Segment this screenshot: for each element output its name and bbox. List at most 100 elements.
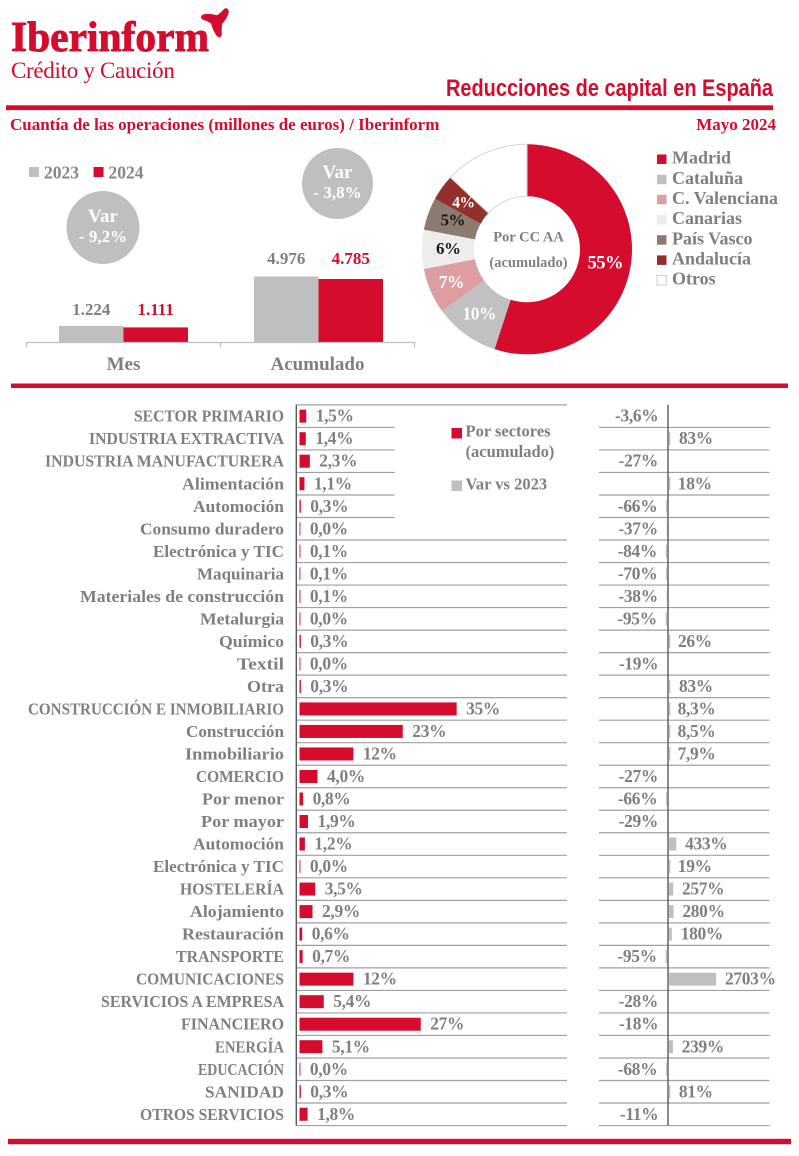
svg-text:País Vasco: País Vasco <box>672 228 753 248</box>
svg-text:Mayo 2024: Mayo 2024 <box>696 115 776 134</box>
svg-text:4%: 4% <box>452 194 474 211</box>
svg-text:Acumulado: Acumulado <box>271 354 365 375</box>
svg-text:Reducciones de capital en Espa: Reducciones de capital en España <box>446 75 773 102</box>
svg-text:Metalurgia: Metalurgia <box>200 609 284 628</box>
svg-text:2703%: 2703% <box>725 969 776 989</box>
svg-text:0,0%: 0,0% <box>310 1059 348 1079</box>
svg-text:Por mayor: Por mayor <box>201 812 284 831</box>
svg-text:18%: 18% <box>678 473 712 493</box>
svg-text:0,3%: 0,3% <box>310 631 348 651</box>
svg-text:ENERGÍA: ENERGÍA <box>215 1037 284 1056</box>
svg-text:-68%: -68% <box>618 1059 657 1079</box>
svg-text:-11%: -11% <box>620 1104 658 1124</box>
svg-text:-66%: -66% <box>618 496 657 516</box>
svg-text:Consumo duradero: Consumo duradero <box>140 519 284 538</box>
svg-text:0,0%: 0,0% <box>310 518 348 538</box>
svg-text:8,3%: 8,3% <box>678 699 716 719</box>
svg-text:Iberinform: Iberinform <box>11 14 209 61</box>
svg-text:2,3%: 2,3% <box>319 451 357 471</box>
svg-text:-27%: -27% <box>619 451 658 471</box>
svg-text:12%: 12% <box>363 744 397 764</box>
svg-text:(acumulado): (acumulado) <box>489 255 567 271</box>
svg-text:0,7%: 0,7% <box>312 946 350 966</box>
svg-text:4.785: 4.785 <box>332 249 370 268</box>
svg-text:Automoción: Automoción <box>193 497 284 516</box>
svg-text:Alimentación: Alimentación <box>182 474 284 493</box>
svg-text:4.976: 4.976 <box>267 249 305 268</box>
svg-text:Cataluña: Cataluña <box>672 168 743 188</box>
svg-text:81%: 81% <box>679 1081 713 1101</box>
svg-text:1.224: 1.224 <box>72 300 111 319</box>
svg-text:2023: 2023 <box>44 163 79 183</box>
svg-text:FINANCIERO: FINANCIERO <box>181 1015 284 1034</box>
svg-text:Crédito y Caución: Crédito y Caución <box>11 58 175 83</box>
svg-text:0,1%: 0,1% <box>310 541 348 561</box>
svg-text:-18%: -18% <box>619 1014 658 1034</box>
svg-text:-29%: -29% <box>619 811 658 831</box>
svg-text:0,8%: 0,8% <box>313 789 351 809</box>
svg-text:7,9%: 7,9% <box>678 744 716 764</box>
svg-text:-27%: -27% <box>619 766 658 786</box>
svg-text:-28%: -28% <box>619 991 658 1011</box>
svg-text:180%: 180% <box>681 924 723 944</box>
svg-text:0,3%: 0,3% <box>310 1081 348 1101</box>
svg-text:0,0%: 0,0% <box>310 608 348 628</box>
svg-text:Construcción: Construcción <box>186 722 284 741</box>
svg-text:TRANSPORTE: TRANSPORTE <box>176 947 284 966</box>
svg-text:-19%: -19% <box>619 653 658 673</box>
svg-text:55%: 55% <box>587 254 623 274</box>
svg-text:Inmobiliario: Inmobiliario <box>185 745 284 764</box>
svg-text:1,1%: 1,1% <box>314 473 352 493</box>
svg-text:- 9,2%: - 9,2% <box>79 227 127 246</box>
svg-text:Otros: Otros <box>672 269 716 289</box>
svg-text:433%: 433% <box>685 834 727 854</box>
svg-text:Químico: Químico <box>219 632 284 651</box>
svg-text:Electrónica y TIC: Electrónica y TIC <box>153 857 284 876</box>
svg-text:Restauración: Restauración <box>182 925 284 944</box>
svg-text:27%: 27% <box>430 1014 464 1034</box>
svg-text:-38%: -38% <box>618 586 657 606</box>
svg-text:COMERCIO: COMERCIO <box>196 767 284 786</box>
svg-text:-37%: -37% <box>618 518 657 538</box>
svg-text:Var vs 2023: Var vs 2023 <box>466 475 548 494</box>
svg-text:1.111: 1.111 <box>138 300 174 319</box>
svg-text:C. Valenciana: C. Valenciana <box>672 188 778 208</box>
svg-text:HOSTELERÍA: HOSTELERÍA <box>180 880 284 899</box>
svg-text:1,5%: 1,5% <box>316 406 354 426</box>
svg-text:83%: 83% <box>679 428 713 448</box>
svg-text:Mes: Mes <box>107 354 141 375</box>
svg-text:Automoción: Automoción <box>193 835 284 854</box>
svg-text:-95%: -95% <box>617 608 656 628</box>
svg-text:Maquinaria: Maquinaria <box>197 564 284 583</box>
svg-text:8,5%: 8,5% <box>678 721 716 741</box>
svg-text:(acumulado): (acumulado) <box>466 442 555 461</box>
svg-text:-66%: -66% <box>618 789 657 809</box>
svg-text:26%: 26% <box>678 631 712 651</box>
svg-text:Electrónica y TIC: Electrónica y TIC <box>153 542 284 561</box>
svg-text:-3,6%: -3,6% <box>615 406 658 426</box>
svg-text:Cuantía de las operaciones (mi: Cuantía de las operaciones (millones de … <box>10 115 439 134</box>
svg-text:0,1%: 0,1% <box>310 563 348 583</box>
svg-text:Otra: Otra <box>247 677 284 696</box>
svg-text:0,6%: 0,6% <box>312 924 350 944</box>
svg-text:Materiales de construcción: Materiales de construcción <box>80 587 284 606</box>
svg-text:SANIDAD: SANIDAD <box>205 1082 284 1101</box>
svg-text:0,0%: 0,0% <box>310 653 348 673</box>
svg-text:1,8%: 1,8% <box>317 1104 355 1124</box>
svg-text:10%: 10% <box>462 303 496 323</box>
svg-text:5,1%: 5,1% <box>332 1036 370 1056</box>
svg-text:239%: 239% <box>682 1036 724 1056</box>
svg-text:5,4%: 5,4% <box>333 991 371 1011</box>
svg-text:4,0%: 4,0% <box>327 766 365 786</box>
svg-text:1,9%: 1,9% <box>318 811 356 831</box>
svg-text:Canarias: Canarias <box>672 208 742 228</box>
svg-text:CONSTRUCCIÓN E INMOBILIARIO: CONSTRUCCIÓN E INMOBILIARIO <box>28 700 284 719</box>
svg-text:0,3%: 0,3% <box>310 496 348 516</box>
svg-text:19%: 19% <box>678 856 712 876</box>
svg-text:7%: 7% <box>439 272 464 292</box>
svg-text:INDUSTRIA MANUFACTURERA: INDUSTRIA MANUFACTURERA <box>45 452 284 471</box>
svg-text:SECTOR PRIMARIO: SECTOR PRIMARIO <box>134 407 284 426</box>
svg-text:280%: 280% <box>682 901 724 921</box>
svg-text:- 3,8%: - 3,8% <box>313 183 361 202</box>
svg-text:INDUSTRIA EXTRACTIVA: INDUSTRIA EXTRACTIVA <box>89 429 284 448</box>
